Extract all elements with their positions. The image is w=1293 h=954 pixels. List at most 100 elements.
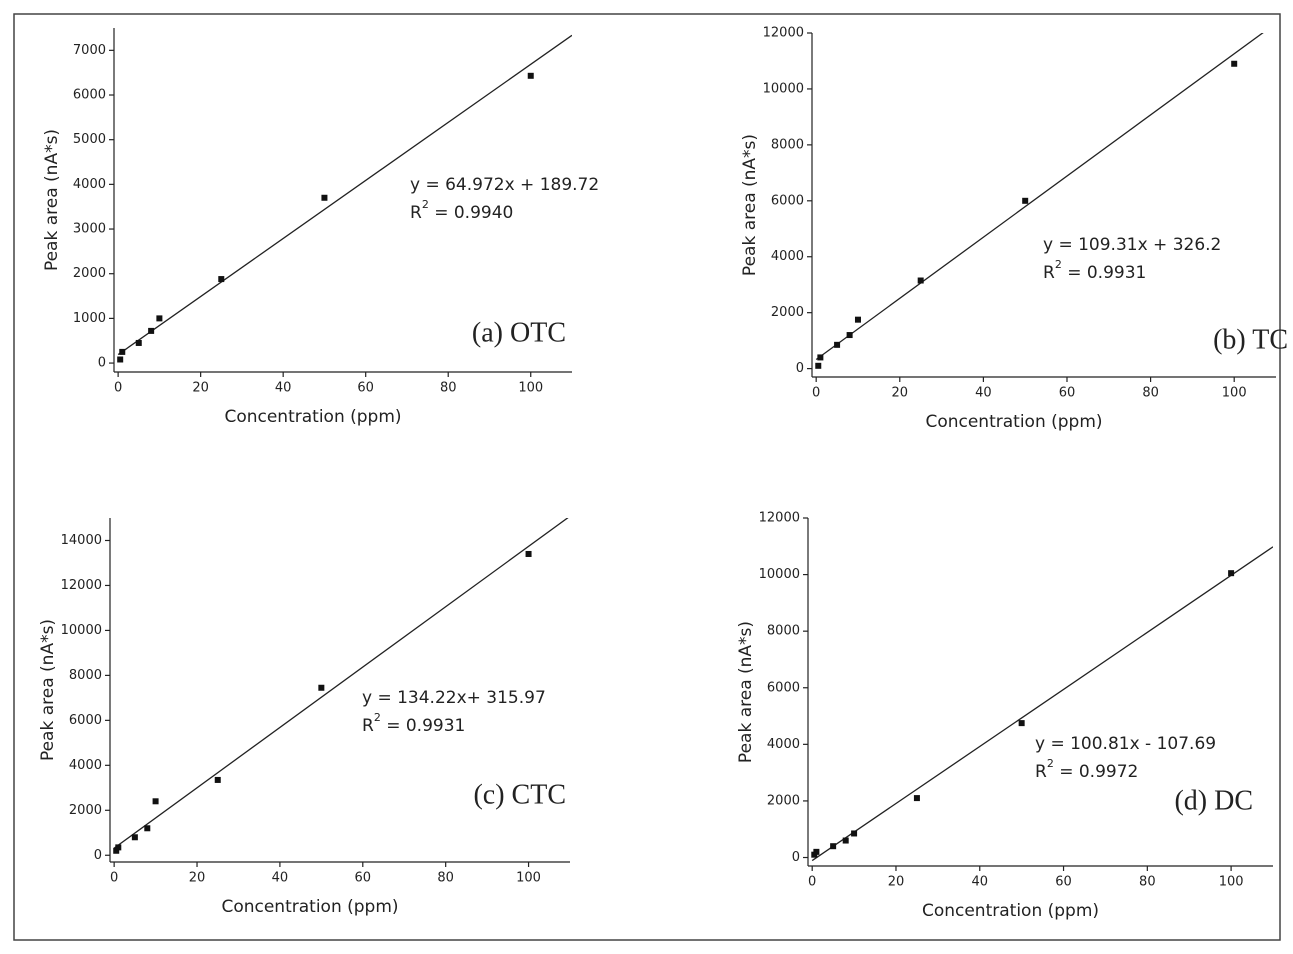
data-point bbox=[1228, 570, 1235, 577]
r2-prefix: R bbox=[1043, 263, 1055, 283]
y-tick-label: 10000 bbox=[61, 623, 102, 638]
y-tick-label: 12000 bbox=[763, 26, 804, 41]
panel-label: (a) OTC bbox=[472, 317, 566, 348]
r2-rest: = 0.9931 bbox=[381, 716, 466, 736]
equation: y = 64.972x + 189.72 bbox=[410, 175, 599, 195]
r2-rest: = 0.9972 bbox=[1054, 762, 1139, 782]
panel: 0 2000 4000 6000 8000 10000 12000 0 20 40 60 80 100 C… bbox=[740, 26, 1288, 433]
panel: 0 1000 2000 3000 4000 5000 6000 7000 0 20 40 60 80 10… bbox=[42, 28, 599, 427]
data-point bbox=[321, 194, 328, 201]
panel-label: (c) CTC bbox=[473, 779, 566, 810]
x-tick-label: 40 bbox=[975, 386, 992, 401]
y-tick-label: 12000 bbox=[759, 511, 800, 526]
y-tick-label: 4000 bbox=[69, 758, 102, 773]
data-point bbox=[119, 348, 126, 355]
x-tick-label: 0 bbox=[808, 875, 816, 890]
data-point bbox=[917, 277, 924, 284]
y-tick-label: 2000 bbox=[771, 305, 804, 320]
r2-exponent: 2 bbox=[374, 711, 381, 724]
x-tick-label: 0 bbox=[812, 386, 820, 401]
x-tick-label: 20 bbox=[189, 871, 206, 886]
data-point bbox=[846, 332, 853, 339]
x-tick-label: 100 bbox=[1219, 875, 1244, 890]
r-squared: R2 = 0.9931 bbox=[1043, 258, 1146, 283]
y-tick-label: 2000 bbox=[69, 803, 102, 818]
data-point bbox=[817, 354, 824, 361]
y-tick-label: 12000 bbox=[61, 578, 102, 593]
data-point bbox=[815, 362, 822, 369]
data-point bbox=[115, 844, 122, 851]
x-axis-title: Concentration (ppm) bbox=[221, 897, 398, 917]
y-tick-label: 6000 bbox=[73, 88, 106, 103]
x-tick-label: 100 bbox=[1222, 386, 1247, 401]
y-tick-label: 0 bbox=[792, 850, 800, 865]
fit-line bbox=[815, 33, 1264, 361]
y-axis-title: Peak area (nA*s) bbox=[736, 621, 756, 763]
x-tick-label: 80 bbox=[437, 871, 454, 886]
y-tick-label: 4000 bbox=[73, 177, 106, 192]
y-tick-label: 3000 bbox=[73, 222, 106, 237]
x-tick-label: 60 bbox=[1059, 386, 1076, 401]
y-tick-label: 6000 bbox=[69, 713, 102, 728]
x-tick-label: 80 bbox=[1139, 875, 1156, 890]
data-point bbox=[1022, 197, 1029, 204]
x-tick-label: 0 bbox=[114, 381, 122, 396]
r2-exponent: 2 bbox=[1047, 757, 1054, 770]
data-point bbox=[156, 315, 163, 322]
y-tick-label: 7000 bbox=[73, 43, 106, 58]
panel-label: (b) TC bbox=[1213, 324, 1288, 355]
panel-label: (d) DC bbox=[1174, 785, 1253, 816]
y-axis-title: Peak area (nA*s) bbox=[42, 129, 62, 271]
r2-prefix: R bbox=[410, 203, 422, 223]
x-tick-label: 80 bbox=[440, 381, 457, 396]
data-point bbox=[214, 776, 221, 783]
x-tick-label: 20 bbox=[888, 875, 905, 890]
x-tick-label: 40 bbox=[971, 875, 988, 890]
x-tick-label: 40 bbox=[275, 381, 292, 396]
r-squared: R2 = 0.9972 bbox=[1035, 757, 1138, 782]
data-point bbox=[830, 843, 837, 850]
x-tick-label: 100 bbox=[518, 381, 543, 396]
data-point bbox=[152, 798, 159, 805]
x-axis-title: Concentration (ppm) bbox=[922, 901, 1099, 921]
data-point bbox=[148, 327, 155, 334]
y-tick-label: 14000 bbox=[61, 533, 102, 548]
x-axis-title: Concentration (ppm) bbox=[224, 407, 401, 427]
data-point bbox=[135, 339, 142, 346]
y-axis-title: Peak area (nA*s) bbox=[740, 134, 760, 276]
data-point bbox=[1018, 720, 1025, 727]
x-axis-title: Concentration (ppm) bbox=[925, 412, 1102, 432]
data-point bbox=[913, 795, 920, 802]
y-tick-label: 2000 bbox=[73, 266, 106, 281]
data-point bbox=[527, 72, 534, 79]
r2-rest: = 0.9931 bbox=[1062, 263, 1147, 283]
x-tick-label: 0 bbox=[110, 871, 118, 886]
r2-exponent: 2 bbox=[1055, 258, 1062, 271]
r2-prefix: R bbox=[362, 716, 374, 736]
r-squared: R2 = 0.9940 bbox=[410, 198, 513, 223]
y-tick-label: 4000 bbox=[771, 249, 804, 264]
data-point bbox=[131, 834, 138, 841]
y-tick-label: 0 bbox=[94, 848, 102, 863]
data-point bbox=[813, 848, 820, 855]
panel: 0 2000 4000 6000 8000 10000 12000 14000 0 20 40 60 8… bbox=[38, 518, 570, 917]
x-tick-label: 20 bbox=[892, 386, 909, 401]
y-tick-label: 8000 bbox=[767, 624, 800, 639]
r2-prefix: R bbox=[1035, 762, 1047, 782]
y-tick-label: 4000 bbox=[767, 737, 800, 752]
x-tick-label: 80 bbox=[1142, 386, 1159, 401]
x-tick-label: 60 bbox=[355, 871, 372, 886]
frame bbox=[13, 13, 1281, 941]
x-tick-label: 60 bbox=[357, 381, 374, 396]
y-tick-label: 5000 bbox=[73, 132, 106, 147]
equation: y = 109.31x + 326.2 bbox=[1043, 235, 1221, 255]
r-squared: R2 = 0.9931 bbox=[362, 711, 465, 736]
data-point bbox=[144, 825, 151, 832]
data-point bbox=[851, 830, 858, 837]
y-tick-label: 8000 bbox=[69, 668, 102, 683]
x-tick-label: 100 bbox=[516, 871, 541, 886]
fit-line bbox=[117, 34, 572, 356]
y-tick-label: 0 bbox=[796, 361, 804, 376]
data-point bbox=[218, 276, 225, 283]
